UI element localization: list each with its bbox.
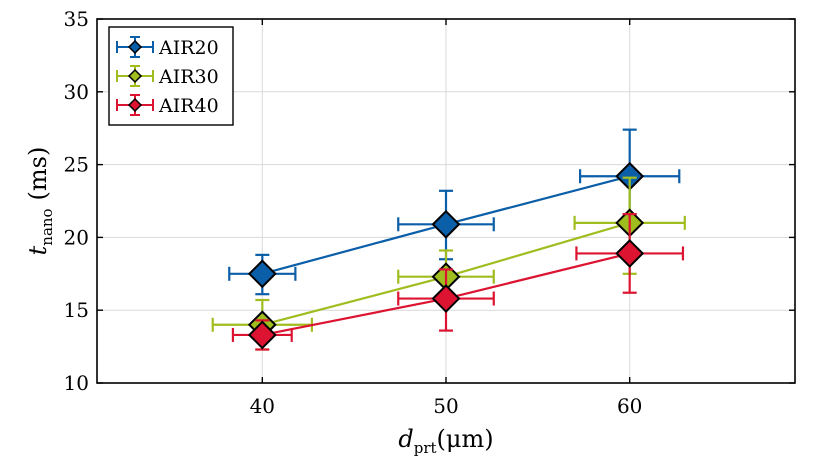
- data-point-marker: [247, 259, 277, 289]
- x-tick-label: 50: [433, 394, 458, 418]
- legend-entry-air40: AIR40: [116, 94, 219, 117]
- series-air30: [211, 176, 686, 351]
- legend-entry-air20: AIR20: [116, 36, 219, 59]
- x-axis-label: dprt(μm): [398, 425, 493, 457]
- legend-label: AIR20: [158, 37, 219, 59]
- legend-label: AIR40: [158, 95, 219, 117]
- legend-marker: [127, 39, 143, 55]
- series-air20: [228, 128, 681, 296]
- y-tick-label: 35: [64, 7, 89, 31]
- x-axis-label-symbol: d: [398, 425, 413, 453]
- series-air40: [231, 213, 685, 351]
- legend: AIR20 AIR30 AIR40: [108, 26, 234, 126]
- data-point-marker: [431, 209, 461, 239]
- y-tick-label: 30: [64, 80, 89, 104]
- y-tick-label: 10: [64, 371, 89, 395]
- data-point-marker: [431, 284, 461, 313]
- legend-marker: [127, 97, 143, 113]
- x-tick-label: 40: [250, 394, 275, 418]
- legend-marker: [127, 68, 143, 84]
- y-tick-label: 25: [64, 153, 89, 177]
- x-axis-label-subscript: prt: [414, 439, 437, 457]
- legend-box: [108, 26, 234, 126]
- data-point-marker: [615, 239, 645, 268]
- data-point-marker: [247, 320, 277, 350]
- plot-series: [211, 128, 686, 351]
- y-axis-label: tnano (ms): [24, 147, 56, 256]
- legend-label: AIR30: [158, 66, 219, 88]
- axis-ticks: 40 50 60 10 15 20 25 30 35: [64, 7, 795, 418]
- y-tick-label: 15: [64, 298, 89, 322]
- x-tick-label: 60: [617, 394, 642, 418]
- y-axis-label-unit: (ms): [24, 147, 52, 201]
- legend-entry-air30: AIR30: [116, 65, 219, 88]
- y-axis-label-subscript: nano: [38, 208, 56, 245]
- y-tick-label: 20: [64, 225, 89, 249]
- x-axis-label-unit: (μm): [437, 425, 494, 453]
- y-axis-label-symbol: t: [24, 245, 52, 255]
